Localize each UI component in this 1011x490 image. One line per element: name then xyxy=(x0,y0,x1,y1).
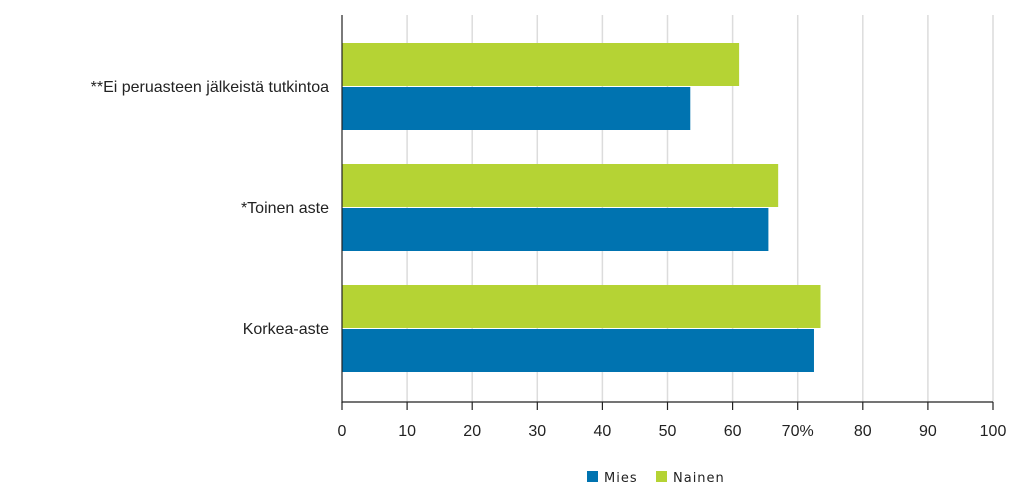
bar-nainen-2 xyxy=(342,285,821,328)
x-tick-label: 50 xyxy=(659,423,677,440)
bar-mies-1 xyxy=(342,208,769,251)
category-label: *Toinen aste xyxy=(241,200,329,217)
x-axis-ticks: 0 10 20 30 40 50 60 70% 80 90 100 xyxy=(338,402,1007,440)
x-tick-label: 20 xyxy=(463,423,481,440)
legend-label-mies[interactable]: Mies xyxy=(604,471,638,486)
x-tick-label: 30 xyxy=(528,423,546,440)
x-tick-label: 0 xyxy=(338,423,347,440)
bar-nainen-0 xyxy=(342,43,740,86)
x-tick-label: 100 xyxy=(980,423,1007,440)
legend[interactable]: Mies Nainen xyxy=(587,471,725,486)
x-tick-label: 60 xyxy=(724,423,742,440)
category-label: Korkea-aste xyxy=(243,321,329,338)
category-labels: **Ei peruasteen jälkeistä tutkintoa *Toin… xyxy=(91,79,329,338)
x-tick-label: 90 xyxy=(919,423,937,440)
bar-nainen-1 xyxy=(342,164,779,207)
legend-swatch-nainen[interactable] xyxy=(656,471,667,482)
x-tick-label: 70% xyxy=(782,423,814,440)
x-tick-label: 80 xyxy=(854,423,872,440)
legend-swatch-mies[interactable] xyxy=(587,471,598,482)
bars xyxy=(342,43,821,372)
bar-mies-0 xyxy=(342,87,691,130)
x-tick-label: 10 xyxy=(398,423,416,440)
legend-label-nainen[interactable]: Nainen xyxy=(673,471,725,486)
x-tick-label: 40 xyxy=(594,423,612,440)
bar-mies-2 xyxy=(342,329,814,372)
category-label: **Ei peruasteen jälkeistä tutkintoa xyxy=(91,79,329,96)
